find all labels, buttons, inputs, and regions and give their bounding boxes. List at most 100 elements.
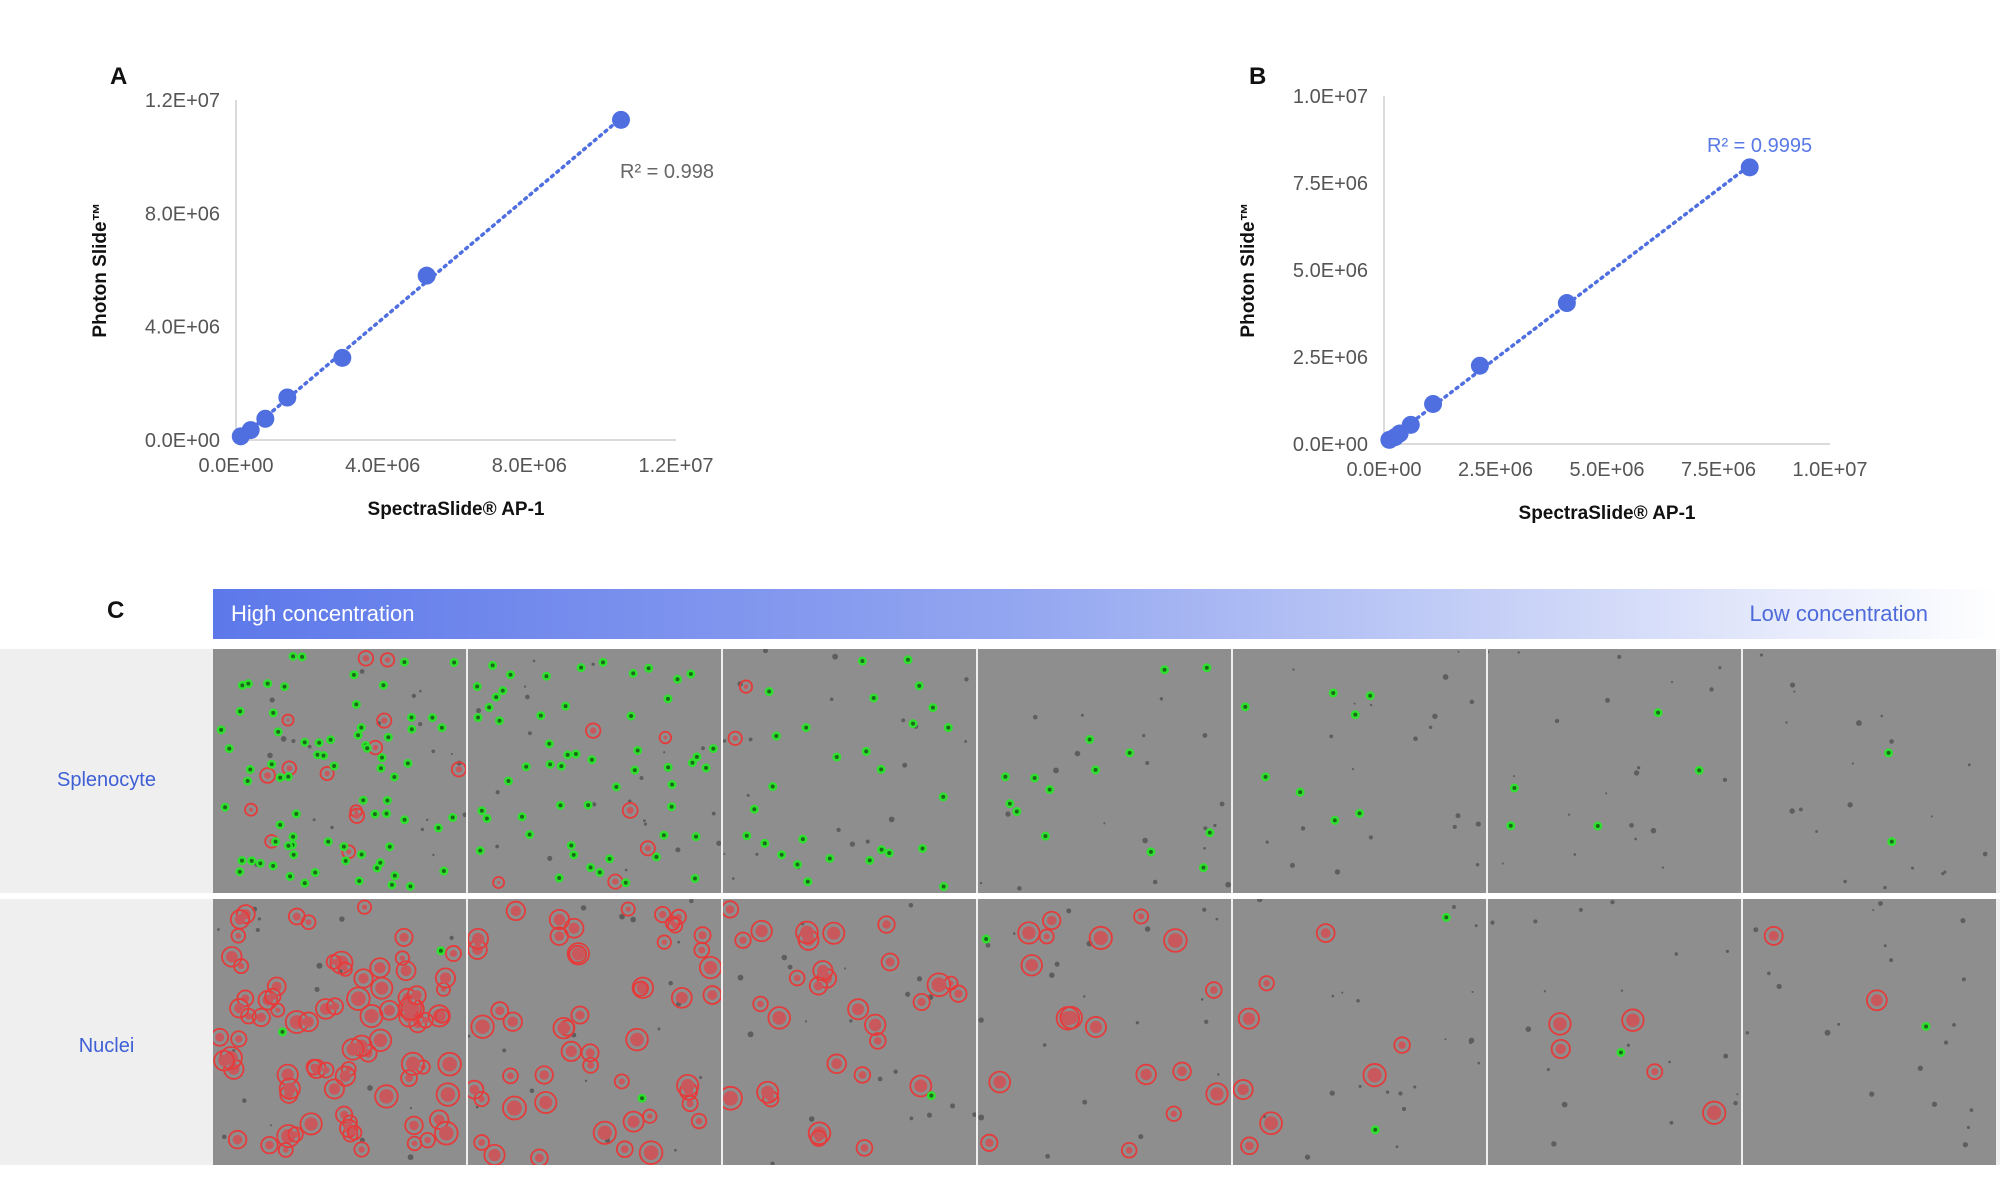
green-cell-core	[586, 803, 591, 808]
green-cell-core	[1444, 915, 1449, 920]
red-cell-core	[663, 735, 668, 740]
red-cell-core	[1245, 1141, 1254, 1151]
debris-speck	[1982, 851, 1988, 857]
red-cell-core	[914, 1079, 928, 1093]
red-cell-core	[557, 1021, 570, 1035]
red-cell-marker	[642, 1108, 658, 1124]
debris-speck	[865, 839, 870, 844]
debris-speck	[529, 1088, 535, 1094]
data-point	[333, 348, 352, 367]
green-cell-core	[1924, 1024, 1929, 1029]
red-cell-core	[440, 1087, 456, 1102]
debris-speck	[431, 749, 436, 754]
debris-speck	[420, 827, 425, 832]
debris-speck	[1889, 739, 1894, 744]
debris-speck	[699, 1076, 703, 1080]
data-point	[1470, 356, 1489, 375]
debris-speck	[689, 899, 694, 904]
y-axis-title: Photon Slide™	[1238, 202, 1259, 337]
red-cell-marker	[864, 1013, 887, 1036]
red-cell-marker	[419, 1131, 436, 1149]
red-cell-core	[275, 1007, 281, 1013]
red-cell-marker	[1042, 910, 1062, 931]
debris-speck	[1474, 924, 1478, 928]
green-cell-core	[359, 852, 364, 857]
debris-speck	[1745, 1031, 1750, 1035]
red-cell-core	[282, 1146, 289, 1153]
green-cell-core	[1697, 768, 1702, 773]
red-cell-core	[1022, 926, 1036, 940]
debris-speck	[1798, 807, 1803, 812]
debris-speck	[1329, 734, 1334, 739]
red-cell-core	[813, 981, 824, 991]
debris-speck	[1733, 1100, 1738, 1106]
low-concentration-label: Low concentration	[1749, 601, 1928, 626]
red-cell-marker	[552, 1017, 575, 1040]
red-cell-marker	[277, 1142, 294, 1158]
red-cell-core	[375, 981, 389, 995]
debris-speck	[1636, 766, 1641, 770]
red-cell-core	[703, 960, 718, 975]
green-cell-core	[767, 689, 772, 694]
red-cell-core	[882, 920, 891, 929]
debris-speck	[905, 991, 911, 997]
debris-speck	[888, 816, 895, 823]
y-tick-label: 0.0E+00	[1293, 434, 1368, 456]
green-cell-core	[315, 752, 320, 757]
green-cell-core	[834, 755, 839, 760]
green-cell-core	[286, 843, 291, 848]
debris-speck	[1213, 823, 1217, 828]
red-cell-core	[234, 1002, 245, 1014]
red-cell-core	[256, 1012, 266, 1023]
chart-b: 0.0E+00 2.5E+06 5.0E+06 7.5E+06 1.0E+07 0.0E+…	[1140, 0, 1900, 565]
debris-speck	[1944, 1040, 1949, 1045]
green-cell-core	[1201, 865, 1206, 870]
debris-speck	[737, 974, 744, 981]
green-cell-core	[302, 740, 307, 745]
red-cell-core	[507, 1072, 514, 1080]
red-cell-marker	[353, 968, 374, 989]
green-cell-core	[328, 737, 333, 742]
green-cell-core	[356, 733, 361, 738]
red-cell-marker	[483, 1143, 506, 1165]
red-cell-core	[339, 1070, 351, 1082]
red-cell-marker	[727, 730, 743, 746]
red-cell-core	[585, 1048, 595, 1058]
green-cell-core	[588, 865, 593, 870]
red-cell-marker	[397, 996, 423, 1021]
debris-speck	[1567, 813, 1571, 816]
red-cell-core	[1043, 933, 1050, 940]
green-cell-core	[238, 709, 243, 714]
green-cell-core	[1656, 710, 1661, 715]
red-cell-core	[1138, 913, 1145, 920]
debris-speck	[532, 659, 536, 663]
red-cell-marker	[752, 995, 769, 1013]
red-cell-core	[1093, 930, 1108, 946]
red-cell-marker	[1017, 921, 1041, 945]
debris-speck	[964, 739, 968, 743]
red-cell-marker	[468, 927, 490, 950]
micrograph-tile	[1488, 649, 1741, 893]
debris-speck	[495, 844, 500, 849]
micrograph-background	[213, 649, 466, 893]
red-cell-core	[675, 991, 688, 1004]
green-cell-core	[558, 803, 563, 808]
debris-speck	[619, 913, 625, 920]
green-cell-core	[478, 848, 483, 853]
red-cell-core	[1125, 1146, 1133, 1154]
green-cell-core	[1332, 818, 1337, 823]
red-cell-core	[707, 990, 718, 1000]
x-tick-label: 0.0E+00	[1346, 459, 1421, 481]
debris-speck	[1428, 725, 1433, 729]
green-cell-core	[408, 884, 413, 889]
debris-speck	[269, 1124, 272, 1127]
debris-speck	[1385, 1090, 1390, 1094]
debris-speck	[584, 1079, 588, 1083]
red-cell-core	[472, 932, 485, 945]
green-cell-core	[479, 808, 484, 813]
debris-speck	[1851, 762, 1854, 765]
red-cell-core	[1553, 1017, 1567, 1031]
red-cell-marker	[980, 1133, 999, 1152]
micrograph-svg	[1488, 649, 1741, 893]
red-cell-marker	[298, 1011, 319, 1033]
